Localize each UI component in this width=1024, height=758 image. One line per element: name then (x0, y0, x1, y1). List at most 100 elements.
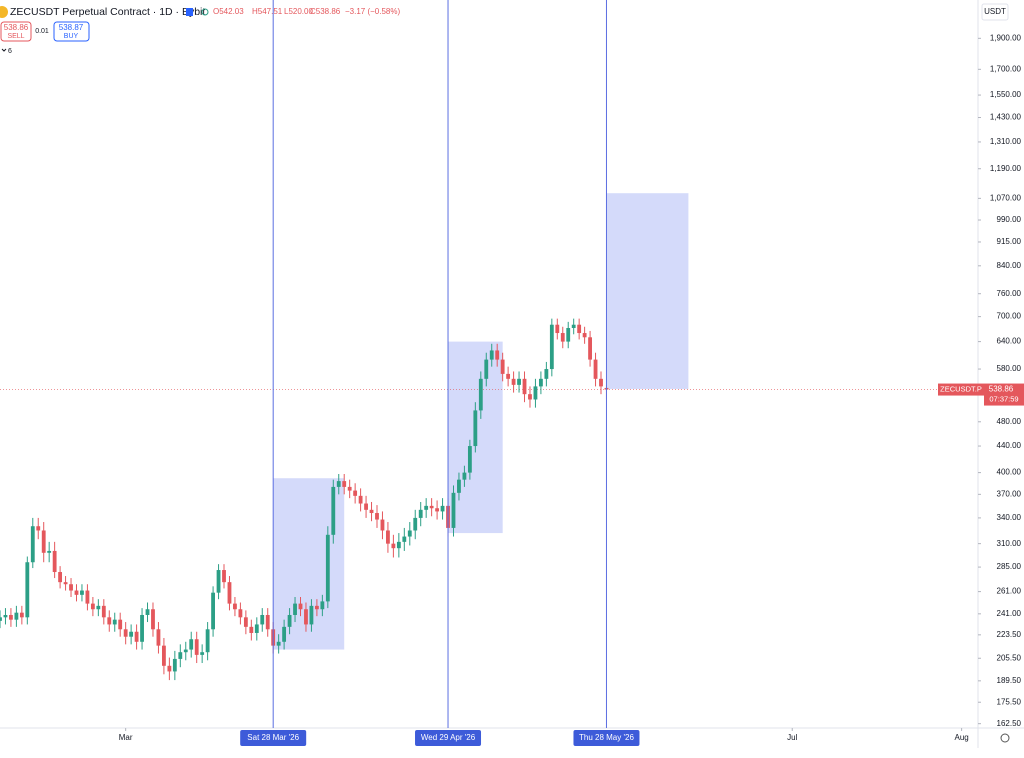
legend-change: −3.17 (−0.58%) (345, 7, 400, 16)
buy-price: 538.87 (59, 23, 84, 32)
y-tick-label: 162.50 (997, 719, 1022, 728)
candle-body (140, 614, 144, 642)
buy-label: BUY (64, 33, 79, 40)
sell-label: SELL (7, 33, 24, 40)
symbol: ZECUSDT Perpetual Contract · 1D · Bybit (10, 6, 205, 18)
price-countdown: 07:37:59 (989, 395, 1018, 404)
y-tick-label: 840.00 (997, 261, 1022, 270)
candle-body (347, 486, 352, 491)
candle-body (391, 543, 396, 549)
candle-body (69, 584, 73, 591)
candle-body (200, 652, 205, 655)
candle-body (555, 324, 560, 334)
candle-body (457, 479, 461, 493)
y-tick-label: 1,070.00 (990, 193, 1022, 202)
candle-body (599, 378, 603, 387)
candle-body (522, 378, 527, 395)
candle-body (571, 324, 576, 329)
candle-body (211, 592, 215, 630)
candle-body (14, 612, 19, 620)
sell-price: 538.86 (4, 23, 29, 32)
legend-high: H547.51 (252, 7, 283, 16)
candle-body (90, 603, 95, 610)
candle-body (369, 509, 374, 514)
legend-low: L520.00 (284, 7, 313, 16)
candle-body (473, 410, 478, 447)
candle-body (325, 534, 330, 602)
candle-body (435, 508, 440, 512)
candle-body (112, 619, 117, 625)
candle-body (544, 369, 549, 379)
candle-body (151, 609, 155, 630)
marker-label: Sat 28 Mar '26 (247, 733, 299, 742)
candle-body (386, 530, 390, 544)
y-tick-label: 370.00 (997, 489, 1022, 498)
candle-body (19, 612, 24, 618)
currency-box[interactable] (981, 3, 1009, 21)
flag-icon (186, 8, 193, 16)
candle-body (129, 631, 134, 637)
candle-body (260, 614, 265, 625)
candle-body (533, 386, 538, 400)
plot-area (0, 193, 978, 681)
candle-body (364, 503, 368, 510)
price-box (984, 383, 1024, 406)
y-tick-label: 640.00 (997, 337, 1022, 346)
candle-body (222, 570, 226, 583)
candle-body (314, 605, 319, 610)
candle-body (429, 505, 434, 509)
candle-body (9, 614, 13, 620)
candle-body (489, 350, 494, 360)
currency: USDT (984, 7, 1006, 16)
candle-body (375, 513, 379, 520)
candle-body (156, 629, 161, 646)
candle-body (205, 629, 210, 653)
candle-body (172, 658, 177, 672)
candle-body (189, 639, 194, 650)
candle-body (560, 333, 565, 342)
candle-body (593, 359, 598, 379)
price-symbol-box (938, 383, 984, 396)
candle-body (36, 526, 41, 531)
y-tick-label: 1,900.00 (990, 33, 1022, 42)
y-tick-label: 241.00 (997, 609, 1022, 618)
candle-body (396, 541, 401, 549)
candle-body (506, 373, 511, 379)
candle-body (298, 603, 303, 610)
candle-body (145, 609, 150, 615)
candle-body (484, 359, 489, 379)
candle-body (478, 378, 483, 411)
y-tick-label: 990.00 (997, 215, 1022, 224)
candle-body (440, 505, 445, 512)
candle-body (424, 505, 429, 510)
candle-body (107, 617, 112, 625)
candle-body (577, 324, 582, 334)
candle-body (58, 572, 63, 583)
candle-body (254, 624, 259, 633)
candle-body (517, 378, 521, 385)
candle-body (52, 550, 57, 573)
candle-body (287, 614, 292, 627)
candle-body (549, 324, 554, 370)
candle-body (249, 626, 254, 633)
status-dot (201, 8, 209, 16)
y-tick-label: 205.50 (997, 653, 1022, 662)
candle-body (320, 601, 325, 610)
sell-button[interactable] (0, 21, 32, 42)
settings-icon[interactable] (1000, 733, 1010, 743)
marker-label-box (573, 730, 640, 746)
y-tick-label: 285.00 (997, 562, 1022, 571)
indicators-toggle[interactable] (1, 48, 7, 52)
spread: 0.01 (35, 28, 49, 35)
candle-body (85, 590, 90, 604)
y-tick-label: 760.00 (997, 289, 1022, 298)
candle-body (538, 378, 543, 387)
candle-body (566, 328, 571, 342)
candle-body (293, 603, 297, 615)
candle-body (418, 509, 423, 518)
buy-button[interactable] (53, 21, 90, 42)
candle-body (74, 590, 79, 595)
candle-body (216, 570, 221, 593)
candle-body (282, 626, 287, 642)
candle-body (342, 481, 347, 487)
